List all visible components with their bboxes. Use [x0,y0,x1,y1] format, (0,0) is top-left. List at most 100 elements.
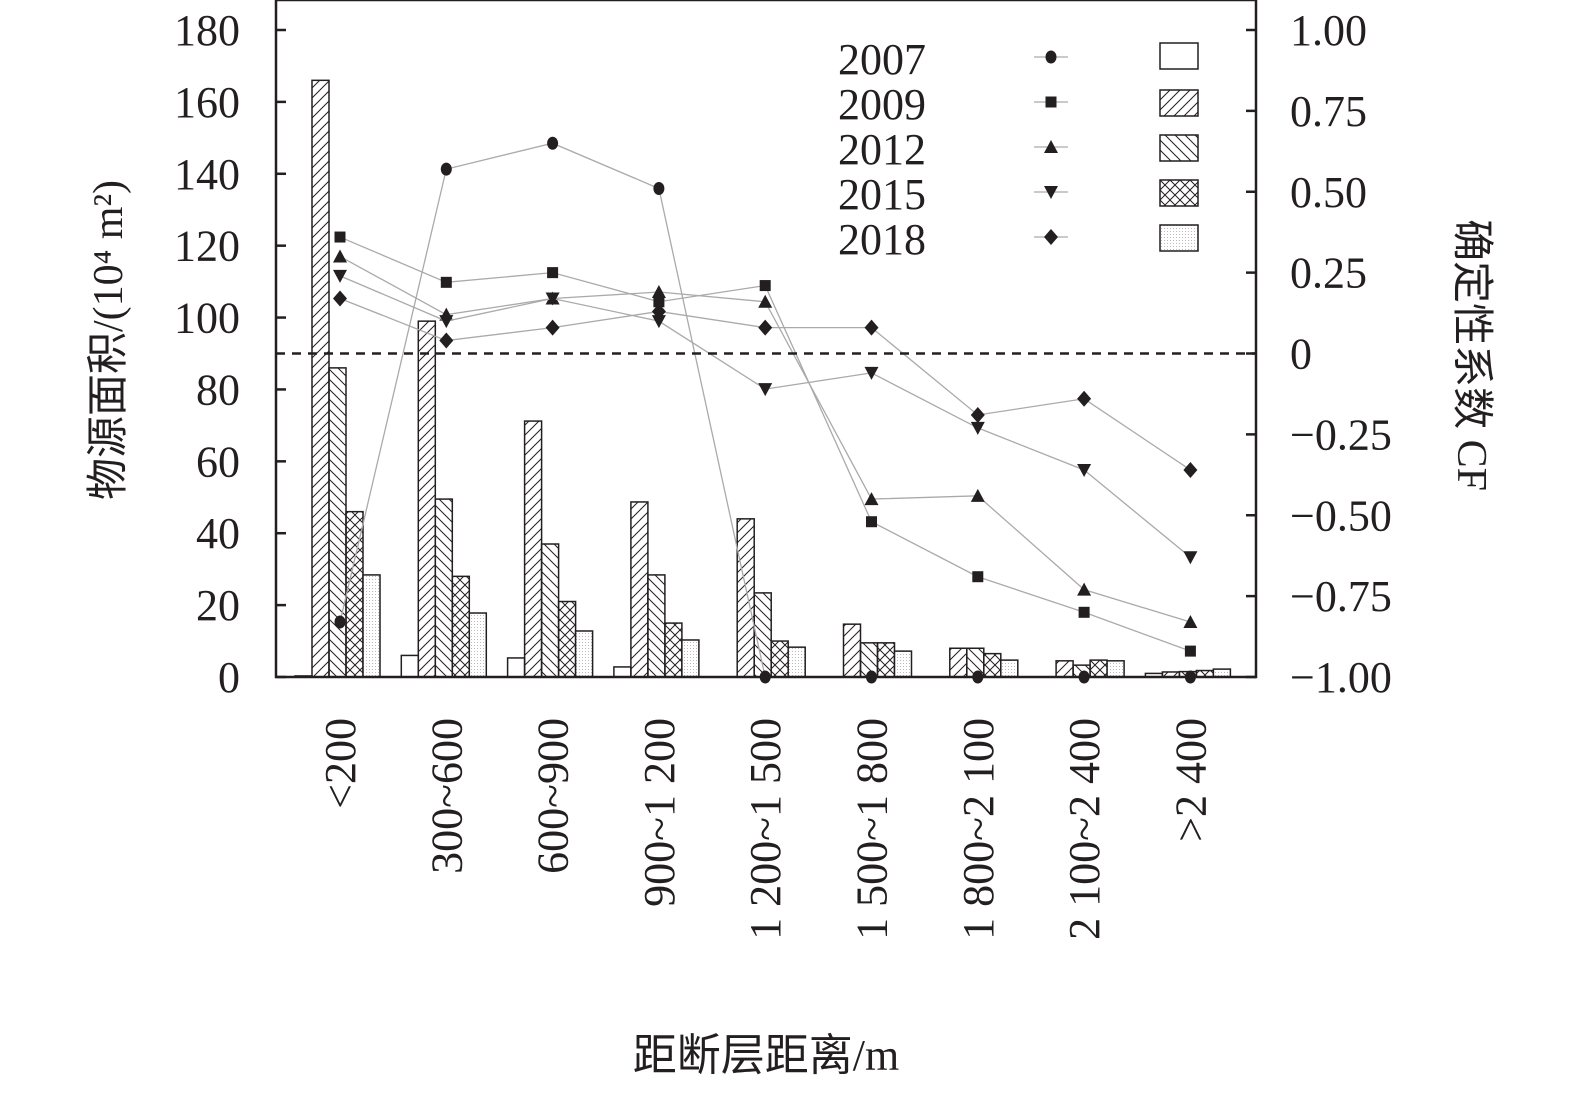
legend-bar-swatch-2007 [1159,42,1199,70]
cf-point-2018-6 [970,406,985,423]
y-axis-right-title: 确定性系数 CF [1448,219,1495,491]
bar-2018-2 [574,630,594,678]
cf-point-2012-5 [864,492,879,506]
bar-2009-1 [417,320,437,678]
x-tick-label: 900~1 200 [635,718,684,907]
bar-2018-7 [1106,660,1125,678]
legend-bar-swatch-2018 [1159,224,1199,252]
y-right-tick-label: −1.00 [1290,653,1392,702]
cf-point-2009-2 [547,267,559,279]
bar-2009-5 [842,623,862,678]
cf-point-2007-1 [440,162,452,176]
cf-point-2009-1 [440,276,452,288]
cf-point-2007-2 [547,136,559,150]
x-tick-label: <200 [316,718,365,809]
bar-2015-1 [451,575,471,678]
cf-point-2018-5 [864,319,879,336]
cf-point-2015-0 [333,269,347,283]
cf-point-2015-6 [970,421,985,435]
y-left-tick-label: 80 [196,365,240,414]
x-tick-label: 2 100~2 400 [1060,718,1109,940]
legend-marker-2018 [1044,229,1058,245]
cf-point-2015-7 [1077,463,1092,477]
y-left-tick-label: 60 [196,437,240,486]
cf-point-2018-1 [439,332,454,349]
bar-2007-3 [613,666,632,678]
cf-point-2009-4 [759,280,771,292]
y-right-tick-label: −0.25 [1290,410,1392,459]
legend-label: 2012 [838,125,926,174]
bar-2012-1 [434,498,454,678]
bar-2007-2 [506,657,526,678]
bar-2012-2 [540,543,560,678]
bar-2015-2 [557,600,577,678]
x-tick-label: 1 800~2 100 [954,718,1003,940]
cf-point-2015-4 [758,383,773,397]
cf-point-2018-0 [333,290,347,307]
legend-marker-2009 [1045,96,1057,108]
cf-point-2018-3 [651,303,666,320]
bar-2009-6 [949,647,968,678]
x-tick-label: 1 500~1 800 [848,718,897,940]
y-right-tick-label: −0.75 [1290,572,1392,621]
bar-2018-4 [787,646,806,678]
cf-point-2015-8 [1183,551,1198,565]
legend-marker-2012 [1044,140,1058,153]
cf-point-2015-3 [651,315,666,329]
y-right-tick-label: 0.75 [1290,87,1367,136]
y-right-tick-label: 1.00 [1290,6,1367,55]
bar-2018-6 [1000,659,1019,678]
cf-point-2012-0 [333,249,347,263]
bars-layer [294,79,1232,678]
cf-point-2009-0 [334,231,346,243]
cf-point-2012-7 [1077,582,1092,596]
y-left-tick-label: 140 [174,150,240,199]
cf-point-2018-2 [545,319,560,336]
cf-point-2018-8 [1183,461,1198,478]
bar-2018-1 [468,612,488,678]
cf-point-2012-3 [651,285,666,299]
x-axis-title: 距断层距离/m [633,1031,899,1080]
cf-point-2018-7 [1077,390,1092,407]
bar-2018-5 [893,650,913,678]
cf-point-2009-5 [866,516,877,528]
bar-2015-3 [664,622,683,678]
cf-line-2012 [339,255,1191,623]
legend-label: 2007 [838,35,926,84]
bar-2015-5 [876,642,896,678]
bar-2012-0 [328,367,347,678]
y-right-tick-label: 0.50 [1290,168,1367,217]
y-left-tick-label: 120 [174,222,240,271]
y-axis-left-title: 物源面积/(10⁴ m²) [86,180,132,500]
x-tick-label: 1 200~1 500 [741,718,790,940]
bar-2009-0 [311,79,330,678]
legend-label: 2009 [838,80,926,129]
legend-label: 2018 [838,215,926,264]
bar-2018-0 [362,574,381,678]
cf-point-2015-5 [864,366,879,380]
bar-2018-3 [681,639,700,678]
cf-point-2012-6 [970,488,985,502]
cf-point-2015-1 [439,315,454,329]
y-left-tick-label: 20 [196,581,240,630]
x-tick-label: >2 400 [1166,718,1215,842]
cf-point-2012-4 [758,294,773,308]
bar-2015-4 [770,640,789,678]
cf-point-2018-4 [758,319,773,336]
plot-frame [274,0,1258,679]
cf-point-2007-3 [653,182,665,196]
cf-point-2009-8 [1184,645,1196,657]
legend-marker-2007 [1045,50,1057,64]
cf-line-2015 [339,275,1191,558]
y-right-tick-label: 0.25 [1290,249,1367,298]
y-left-tick-label: 160 [174,78,240,127]
x-tick-label: 600~900 [529,718,578,874]
cf-point-2009-7 [1078,606,1090,618]
bar-2009-7 [1055,660,1074,678]
legend-marker-2015 [1044,186,1058,199]
legend-bar-swatch-2012 [1159,134,1199,162]
y-right-tick-label: −0.50 [1290,491,1392,540]
bar-2015-6 [983,652,1002,678]
bar-2015-7 [1089,659,1108,678]
